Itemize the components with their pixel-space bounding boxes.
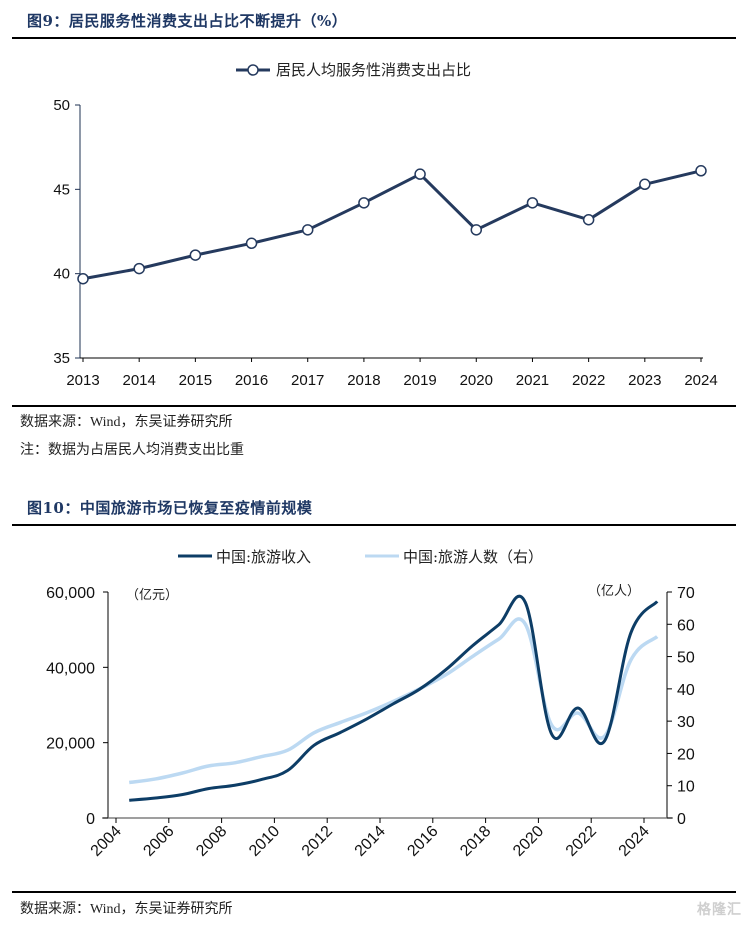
chart2-legend-label-revenue: 中国:旅游收入 [216,548,311,566]
chart2-x-tick-label: 2024 [616,823,653,860]
chart2-x-tick-label: 2004 [88,823,125,860]
figure10-top-rule [12,524,736,526]
chart2-right-y-tick-label: 0 [677,811,686,828]
chart2-x-tick-label: 2022 [563,823,600,860]
chart2-right-y-tick-label: 70 [677,585,695,602]
figure10-bottom-rule [12,891,736,893]
chart2-x-tick-label: 2014 [352,823,389,860]
chart1-x-tick-label: 2020 [460,372,493,389]
chart1-y-tick-label: 40 [53,266,70,283]
figure9-bottom-rule [12,405,736,407]
chart1-data-point [582,213,595,226]
chart2-series-line-revenue [129,594,659,802]
chart2-legend: 中国:旅游收入 中国:旅游人数（右） [178,548,543,566]
chart1-x-tick-label: 2023 [628,372,661,389]
chart1-x-tick-label: 2018 [347,372,380,389]
chart1-legend-label: 居民人均服务性消费支出占比 [276,61,471,79]
chart2-left-y-tick-label: 0 [86,811,95,828]
figure10-title: 图10：中国旅游市场已恢复至疫情前规模 [27,499,313,517]
chart2-x-tick-label: 2018 [457,823,494,860]
chart2-series-line-trips [128,617,659,785]
chart1-legend-marker [247,64,259,76]
chart1-y-tick-label: 50 [53,97,70,114]
chart2-right-y-tick-label: 50 [677,650,695,667]
chart2-legend-label-trips: 中国:旅游人数（右） [403,548,543,566]
chart2-right-y-tick-label: 40 [677,682,695,699]
chart2-x-tick-label: 2006 [140,823,177,860]
chart1-service-consumption-share: 居民人均服务性消费支出占比 35 40 45 50 2013 2014 2015 2016 20… [53,61,717,389]
chart1-data-point [77,272,89,285]
figure9-top-rule [12,37,736,39]
chart2-left-unit-label: （亿元） [126,588,178,603]
chart1-data-point [695,165,707,177]
chart1-y-tick-label: 35 [53,350,70,367]
chart2-tourism-market: 中国:旅游收入 中国:旅游人数（右） （亿元） （亿人） 0 20,000 40,0… [46,548,695,860]
chart1-data-point [245,237,258,250]
chart1-x-tick-label: 2014 [122,372,155,389]
watermark-logo: 格隆汇 [697,902,742,918]
chart1-x-tick-label: 2017 [291,372,324,389]
chart1-x-tick-label: 2016 [235,372,268,389]
chart2-x-tick-label: 2010 [246,823,283,860]
figure9-title: 图9：居民服务性消费支出占比不断提升（%） [27,12,348,30]
chart2-x-tick-label: 2016 [404,823,441,860]
chart2-left-y-tick-label: 60,000 [46,585,95,602]
chart1-x-tick-label: 2015 [179,372,212,389]
chart1-legend: 居民人均服务性消费支出占比 [236,61,471,79]
chart2-right-y-tick-label: 60 [677,617,695,634]
chart2-right-unit-label: （亿人） [588,584,640,599]
chart1-series [77,165,707,285]
chart2-right-y-tick-label: 30 [677,714,695,731]
chart2-x-tick-label: 2020 [510,823,547,860]
chart2-axes: 0 20,000 40,000 60,000 0 10 20 30 40 50 60 70 2004 20… [46,585,695,860]
figure9-note: 注：数据为占居民人均消费支出比重 [20,443,244,458]
chart1-y-tick-label: 45 [53,181,70,198]
chart1-data-point [301,224,314,236]
chart2-x-tick-label: 2008 [193,823,230,860]
chart2-x-tick-label: 2012 [299,823,336,860]
chart1-series-line [82,169,702,281]
chart1-x-tick-label: 2024 [684,372,717,389]
chart1-data-point [639,178,651,191]
chart1-data-point [133,262,145,275]
chart2-left-y-tick-label: 40,000 [46,660,95,677]
chart1-data-point [526,197,539,209]
chart2-right-y-tick-label: 20 [677,746,695,763]
chart1-x-tick-label: 2021 [516,372,549,389]
chart1-data-point [470,224,483,236]
figure9-source: 数据来源：Wind，东吴证券研究所 [20,415,233,430]
chart1-x-tick-label: 2013 [66,372,99,389]
chart1-x-tick-label: 2022 [572,372,605,389]
chart2-series [128,594,659,802]
chart1-data-point [414,168,426,180]
chart1-data-point [358,197,370,209]
chart1-axes: 35 40 45 50 2013 2014 2015 2016 2017 2018 2019 2020… [53,97,717,389]
chart1-data-point [189,249,202,261]
chart1-x-tick-label: 2019 [403,372,436,389]
chart2-right-y-tick-label: 10 [677,779,695,796]
chart2-left-y-tick-label: 20,000 [46,736,95,753]
figure10-source: 数据来源：Wind，东吴证券研究所 [20,902,233,917]
